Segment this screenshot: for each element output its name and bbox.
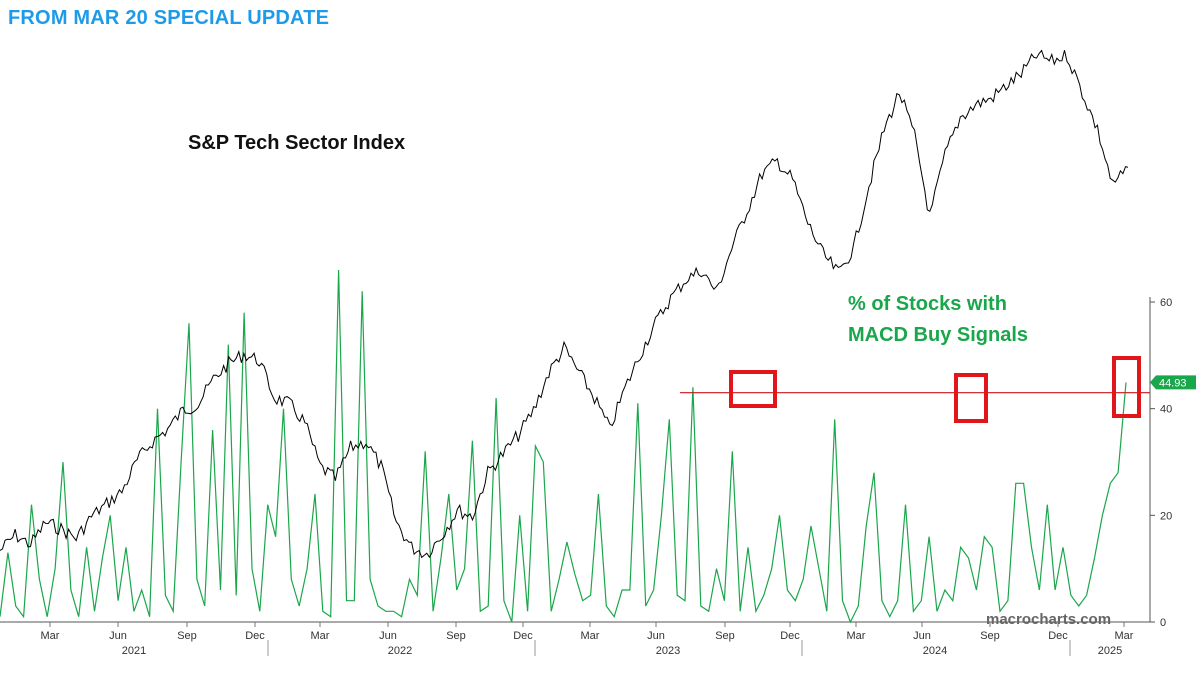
right-tick-label: 20 bbox=[1160, 510, 1172, 522]
x-year-label: 2025 bbox=[1098, 645, 1122, 657]
right-axis-ticks: 60 40 20 0 bbox=[1150, 297, 1172, 629]
x-month-label: Dec bbox=[780, 630, 800, 642]
x-month-label: Mar bbox=[581, 630, 600, 642]
right-tick-label: 0 bbox=[1160, 617, 1166, 629]
x-month-label: Jun bbox=[109, 630, 127, 642]
tech-index-title: S&P Tech Sector Index bbox=[188, 132, 406, 154]
x-month-label: Mar bbox=[41, 630, 60, 642]
x-axis-ticks: Mar Jun Sep Dec Mar Jun Sep Dec Mar Jun Sep Dec Mar J… bbox=[41, 622, 1134, 657]
highlight-box bbox=[729, 370, 777, 408]
highlight-box bbox=[1112, 356, 1141, 418]
right-tick-label: 40 bbox=[1160, 404, 1172, 416]
highlight-boxes bbox=[729, 356, 1141, 423]
x-month-label: Mar bbox=[311, 630, 330, 642]
x-year-label: 2022 bbox=[388, 645, 412, 657]
x-year-label: 2023 bbox=[656, 645, 680, 657]
banner-title: FROM MAR 20 SPECIAL UPDATE bbox=[8, 7, 330, 29]
last-value-label: 44.93 bbox=[1159, 377, 1187, 389]
x-month-label: Dec bbox=[245, 630, 265, 642]
x-month-label: Sep bbox=[446, 630, 466, 642]
x-month-label: Dec bbox=[1048, 630, 1068, 642]
x-month-label: Jun bbox=[913, 630, 931, 642]
x-month-label: Jun bbox=[647, 630, 665, 642]
x-month-label: Sep bbox=[980, 630, 1000, 642]
x-month-label: Jun bbox=[379, 630, 397, 642]
x-month-label: Sep bbox=[177, 630, 197, 642]
x-month-label: Dec bbox=[513, 630, 533, 642]
macd-series-title-line2: MACD Buy Signals bbox=[848, 324, 1029, 346]
x-month-label: Sep bbox=[715, 630, 735, 642]
tech-index-line bbox=[0, 49, 1129, 559]
x-year-label: 2024 bbox=[923, 645, 947, 657]
x-year-label: 2021 bbox=[122, 645, 146, 657]
macd-series-title: % of Stocks with MACD Buy Signals bbox=[848, 289, 1028, 351]
right-tick-label: 60 bbox=[1160, 297, 1172, 309]
macd-signal-line bbox=[0, 269, 1127, 624]
watermark: macrocharts.com bbox=[986, 611, 1112, 628]
highlight-box bbox=[954, 373, 988, 423]
x-month-label: Mar bbox=[847, 630, 866, 642]
last-value-tag: 44.93 bbox=[1150, 375, 1196, 390]
macd-series-title-line1: % of Stocks with bbox=[848, 293, 1007, 315]
x-month-label: Mar bbox=[1115, 630, 1134, 642]
